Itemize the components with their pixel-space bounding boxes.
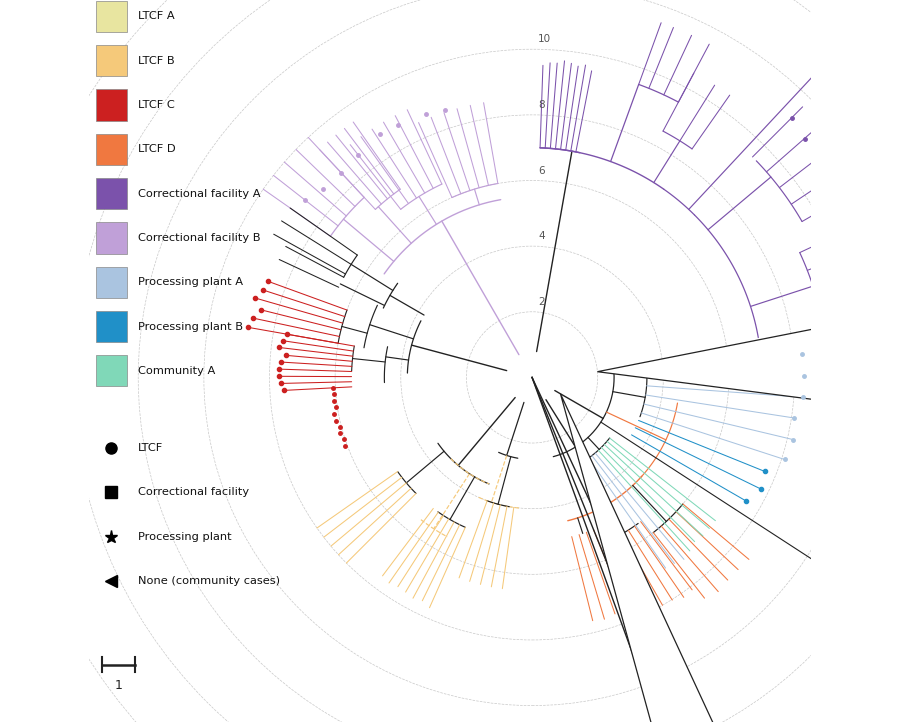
Text: 4: 4 <box>538 231 544 241</box>
FancyBboxPatch shape <box>95 266 127 298</box>
FancyBboxPatch shape <box>95 134 127 165</box>
Text: LTCF C: LTCF C <box>139 100 175 110</box>
Text: Processing plant: Processing plant <box>139 531 232 542</box>
FancyBboxPatch shape <box>95 90 127 121</box>
Text: 1: 1 <box>114 679 122 692</box>
Polygon shape <box>598 318 876 407</box>
FancyBboxPatch shape <box>95 178 127 209</box>
Text: 2: 2 <box>538 297 544 307</box>
Text: 8: 8 <box>538 100 544 110</box>
FancyBboxPatch shape <box>95 311 127 342</box>
Text: LTCF A: LTCF A <box>139 12 175 22</box>
FancyBboxPatch shape <box>95 45 127 77</box>
Wedge shape <box>0 0 376 412</box>
Text: LTCF: LTCF <box>139 443 164 453</box>
FancyBboxPatch shape <box>95 355 127 386</box>
Wedge shape <box>0 513 678 722</box>
Text: 10: 10 <box>538 35 551 44</box>
FancyBboxPatch shape <box>95 222 127 253</box>
Wedge shape <box>499 0 900 722</box>
Text: LTCF B: LTCF B <box>139 56 175 66</box>
FancyBboxPatch shape <box>95 1 127 32</box>
Text: Processing plant A: Processing plant A <box>139 277 243 287</box>
Text: Processing plant B: Processing plant B <box>139 321 243 331</box>
Text: LTCF D: LTCF D <box>139 144 176 155</box>
Text: Correctional facility A: Correctional facility A <box>139 188 261 199</box>
Text: None (community cases): None (community cases) <box>139 576 280 586</box>
Text: 6: 6 <box>538 165 544 175</box>
Text: Correctional facility B: Correctional facility B <box>139 233 261 243</box>
Text: Correctional facility: Correctional facility <box>139 487 249 497</box>
Text: Community A: Community A <box>139 366 215 376</box>
Polygon shape <box>561 393 763 722</box>
